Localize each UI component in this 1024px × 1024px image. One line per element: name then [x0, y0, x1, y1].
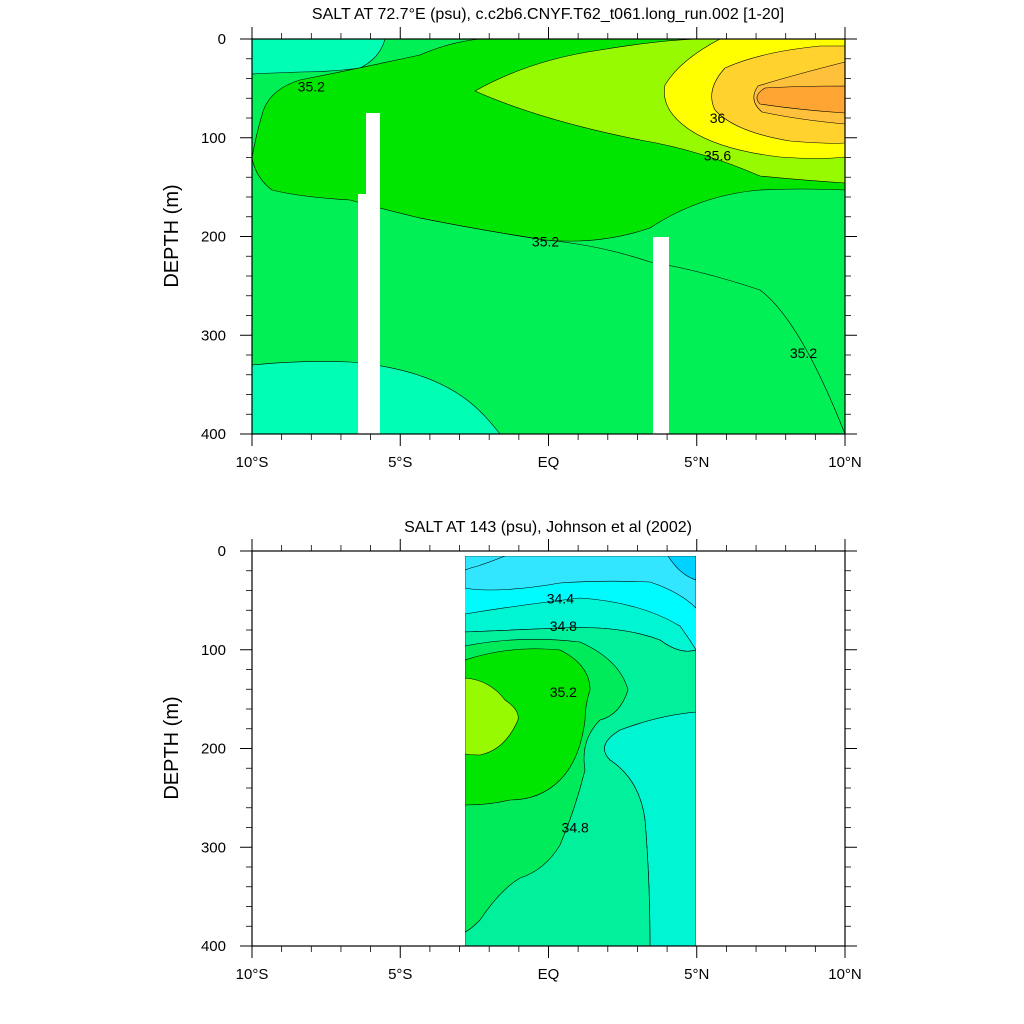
- contour-line-35.2-lower: [419, 217, 845, 434]
- band-over-35.4: [465, 677, 519, 756]
- top-contour-label: 35.2: [298, 78, 325, 94]
- band-over-36.2: [756, 85, 845, 114]
- top-y-tick-label: 100: [201, 130, 226, 147]
- bottom-x-tick-label: 5°N: [684, 966, 709, 983]
- bottom-y-tick-label: 400: [201, 938, 226, 955]
- bottom-y-tick-label: 100: [201, 642, 226, 659]
- top-panel-y-label: DEPTH (m): [161, 184, 183, 287]
- top-y-tick-label: 400: [201, 426, 226, 443]
- top-x-tick-label: 10°N: [828, 454, 862, 471]
- bottom-contour-label: 35.2: [550, 684, 577, 700]
- bottom-y-tick-label: 0: [218, 543, 226, 560]
- top-x-tick-label: 5°N: [684, 454, 709, 471]
- top-y-tick-label: 300: [201, 327, 226, 344]
- bottom-contour-label: 34.8: [550, 618, 577, 634]
- top-y-tick-label: 0: [218, 31, 226, 48]
- bottom-y-tick-label: 300: [201, 839, 226, 856]
- bottom-y-tick-label: 200: [201, 741, 226, 758]
- bottom-panel-title: SALT AT 143 (psu), Johnson et al (2002): [404, 519, 692, 536]
- band-34.2-34.4-patch: [465, 556, 506, 571]
- bottom-panel-y-label: DEPTH (m): [161, 696, 183, 799]
- top-panel: SALT AT 72.7°E (psu), c.c2b6.CNYF.T62_t0…: [161, 6, 862, 471]
- bottom-x-tick-label: 5°S: [388, 966, 412, 983]
- bottom-contour-label: 34.4: [547, 590, 574, 606]
- bottom-panel: SALT AT 143 (psu), Johnson et al (2002) …: [161, 519, 862, 983]
- top-contour-fill: [252, 39, 845, 434]
- band-35.2-35.4: [465, 648, 591, 806]
- top-panel-title: SALT AT 72.7°E (psu), c.c2b6.CNYF.T62_t0…: [312, 6, 784, 23]
- top-contour-label: 35.2: [532, 233, 559, 249]
- top-x-tick-label: EQ: [538, 454, 560, 471]
- bottom-contour-label: 34.8: [562, 820, 589, 836]
- top-y-tick-label: 200: [201, 229, 226, 246]
- band-34.8-35.0-top: [252, 39, 386, 75]
- bottom-axes: 10°S 5°S EQ 5°N 10°N 0 100 200 300 400: [201, 539, 862, 983]
- top-contour-label: 35.6: [704, 148, 731, 164]
- bottom-contour-labels: 34.4 34.8 35.2 34.8: [547, 590, 589, 835]
- bottom-x-tick-label: 10°N: [828, 966, 862, 983]
- bottom-contour-fill: [465, 556, 696, 946]
- band-under-34.2: [667, 556, 696, 581]
- top-x-tick-label: 10°S: [236, 454, 269, 471]
- missing-data-column: [358, 194, 380, 434]
- bottom-x-tick-label: 10°S: [236, 966, 269, 983]
- top-axes: 10°S 5°S EQ 5°N 10°N 0 100 200 300 400: [201, 27, 862, 471]
- missing-data-column: [653, 237, 669, 434]
- missing-data-column: [366, 113, 380, 194]
- top-contour-label: 36: [710, 110, 726, 126]
- top-x-tick-label: 5°S: [388, 454, 412, 471]
- band-34.2-34.4: [465, 556, 696, 609]
- top-contour-label: 35.2: [790, 345, 817, 361]
- top-contour-labels: 35.2 36 35.6 35.2 35.2: [298, 78, 818, 361]
- bottom-x-tick-label: EQ: [538, 966, 560, 983]
